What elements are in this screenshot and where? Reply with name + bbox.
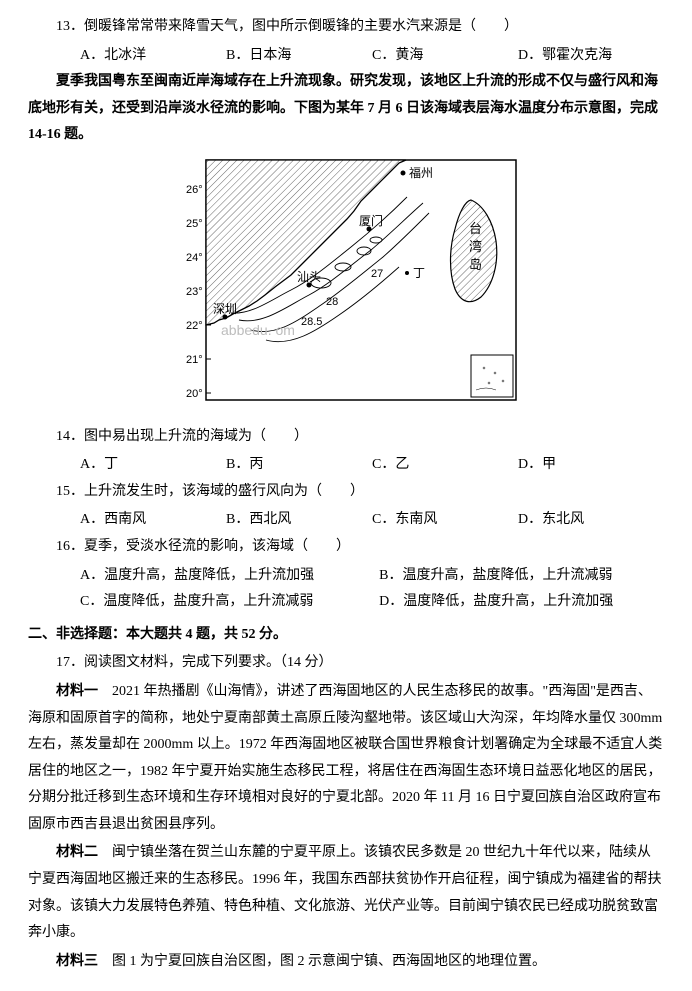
inset-box	[471, 355, 513, 397]
svg-text:21°: 21°	[186, 354, 203, 366]
q14-opt-b: B．丙	[226, 452, 372, 479]
figure-container: N 表层水温 26° 25° 24° 23° 22° 21° 20°	[28, 155, 664, 416]
material-3: 材料三 图 1 为宁夏回族自治区图，图 2 示意闽宁镇、西海固地区的地理位置。	[28, 949, 664, 976]
q15-stem: 15．上升流发生时，该海域的盛行风向为（ ）	[28, 479, 664, 506]
map-figure: N 表层水温 26° 25° 24° 23° 22° 21° 20°	[171, 155, 521, 405]
svg-text:台: 台	[469, 221, 482, 236]
taiwan-label: 台 湾 岛	[469, 221, 482, 272]
q14-options: A．丁 B．丙 C．乙 D．甲	[28, 452, 664, 479]
svg-text:湾: 湾	[469, 239, 482, 254]
svg-text:26°: 26°	[186, 184, 203, 196]
svg-text:28: 28	[326, 296, 338, 308]
svg-text:23°: 23°	[186, 286, 203, 298]
material-1-text: 2021 年热播剧《山海情》，讲述了西海固地区的人民生态移民的故事。"西海固"是…	[28, 684, 662, 832]
q16-options-row1: A．温度升高，盐度降低，上升流加强 B．温度升高，盐度降低，上升流减弱	[28, 563, 664, 590]
material-3-label: 材料三	[56, 954, 98, 969]
svg-text:汕头: 汕头	[297, 270, 321, 284]
watermark: abbedu. om	[221, 322, 295, 338]
passage-14-16: 夏季我国粤东至闽南近岸海域存在上升流现象。研究发现，该地区上升流的形成不仅与盛行…	[28, 69, 664, 149]
svg-text:丁: 丁	[413, 266, 425, 280]
q13-stem: 13．倒暖锋常常带来降雪天气，图中所示倒暖锋的主要水汽来源是（ ）	[28, 14, 664, 41]
q16-stem: 16．夏季，受淡水径流的影响，该海域（ ）	[28, 534, 664, 561]
q13-opt-d: D．鄂霍次克海	[518, 43, 664, 70]
svg-text:28.5: 28.5	[301, 316, 322, 328]
section-2-head: 二、非选择题：本大题共 4 题，共 52 分。	[28, 622, 664, 649]
material-1-label: 材料一	[56, 684, 98, 699]
q13-opt-b: B．日本海	[226, 43, 372, 70]
q15-opt-a: A．西南风	[80, 507, 226, 534]
q16-opt-c: C．温度降低，盐度升高，上升流减弱	[80, 589, 379, 616]
q13-opt-a: A．北冰洋	[80, 43, 226, 70]
q14-stem: 14．图中易出现上升流的海域为（ ）	[28, 424, 664, 451]
q13-opt-c: C．黄海	[372, 43, 518, 70]
svg-text:27: 27	[371, 268, 383, 280]
material-1: 材料一 2021 年热播剧《山海情》，讲述了西海固地区的人民生态移民的故事。"西…	[28, 679, 664, 839]
q15-opt-b: B．西北风	[226, 507, 372, 534]
svg-text:25°: 25°	[186, 218, 203, 230]
q15-opt-c: C．东南风	[372, 507, 518, 534]
material-2-text: 闽宁镇坐落在贺兰山东麓的宁夏平原上。该镇农民多数是 20 世纪九十年代以来，陆续…	[28, 845, 662, 940]
q15-opt-d: D．东北风	[518, 507, 664, 534]
material-3-text: 图 1 为宁夏回族自治区图，图 2 示意闽宁镇、西海固地区的地理位置。	[98, 954, 546, 969]
material-2: 材料二 闽宁镇坐落在贺兰山东麓的宁夏平原上。该镇农民多数是 20 世纪九十年代以…	[28, 840, 664, 946]
material-2-label: 材料二	[56, 845, 98, 860]
q13-options: A．北冰洋 B．日本海 C．黄海 D．鄂霍次克海	[28, 43, 664, 70]
q16-opt-d: D．温度降低，盐度升高，上升流加强	[379, 589, 664, 616]
svg-text:福州: 福州	[409, 165, 433, 180]
svg-text:岛: 岛	[469, 257, 482, 272]
q14-opt-a: A．丁	[80, 452, 226, 479]
svg-text:深圳: 深圳	[213, 302, 237, 316]
svg-text:24°: 24°	[186, 252, 203, 264]
svg-text:厦门: 厦门	[359, 213, 383, 228]
q14-opt-c: C．乙	[372, 452, 518, 479]
q15-options: A．西南风 B．西北风 C．东南风 D．东北风	[28, 507, 664, 534]
q16-options-row2: C．温度降低，盐度升高，上升流减弱 D．温度降低，盐度升高，上升流加强	[28, 589, 664, 616]
q17-stem: 17．阅读图文材料，完成下列要求。（14 分）	[28, 650, 664, 677]
svg-text:20°: 20°	[186, 388, 203, 400]
q14-opt-d: D．甲	[518, 452, 664, 479]
svg-text:22°: 22°	[186, 320, 203, 332]
q16-opt-b: B．温度升高，盐度降低，上升流减弱	[379, 563, 664, 590]
q16-opt-a: A．温度升高，盐度降低，上升流加强	[80, 563, 379, 590]
